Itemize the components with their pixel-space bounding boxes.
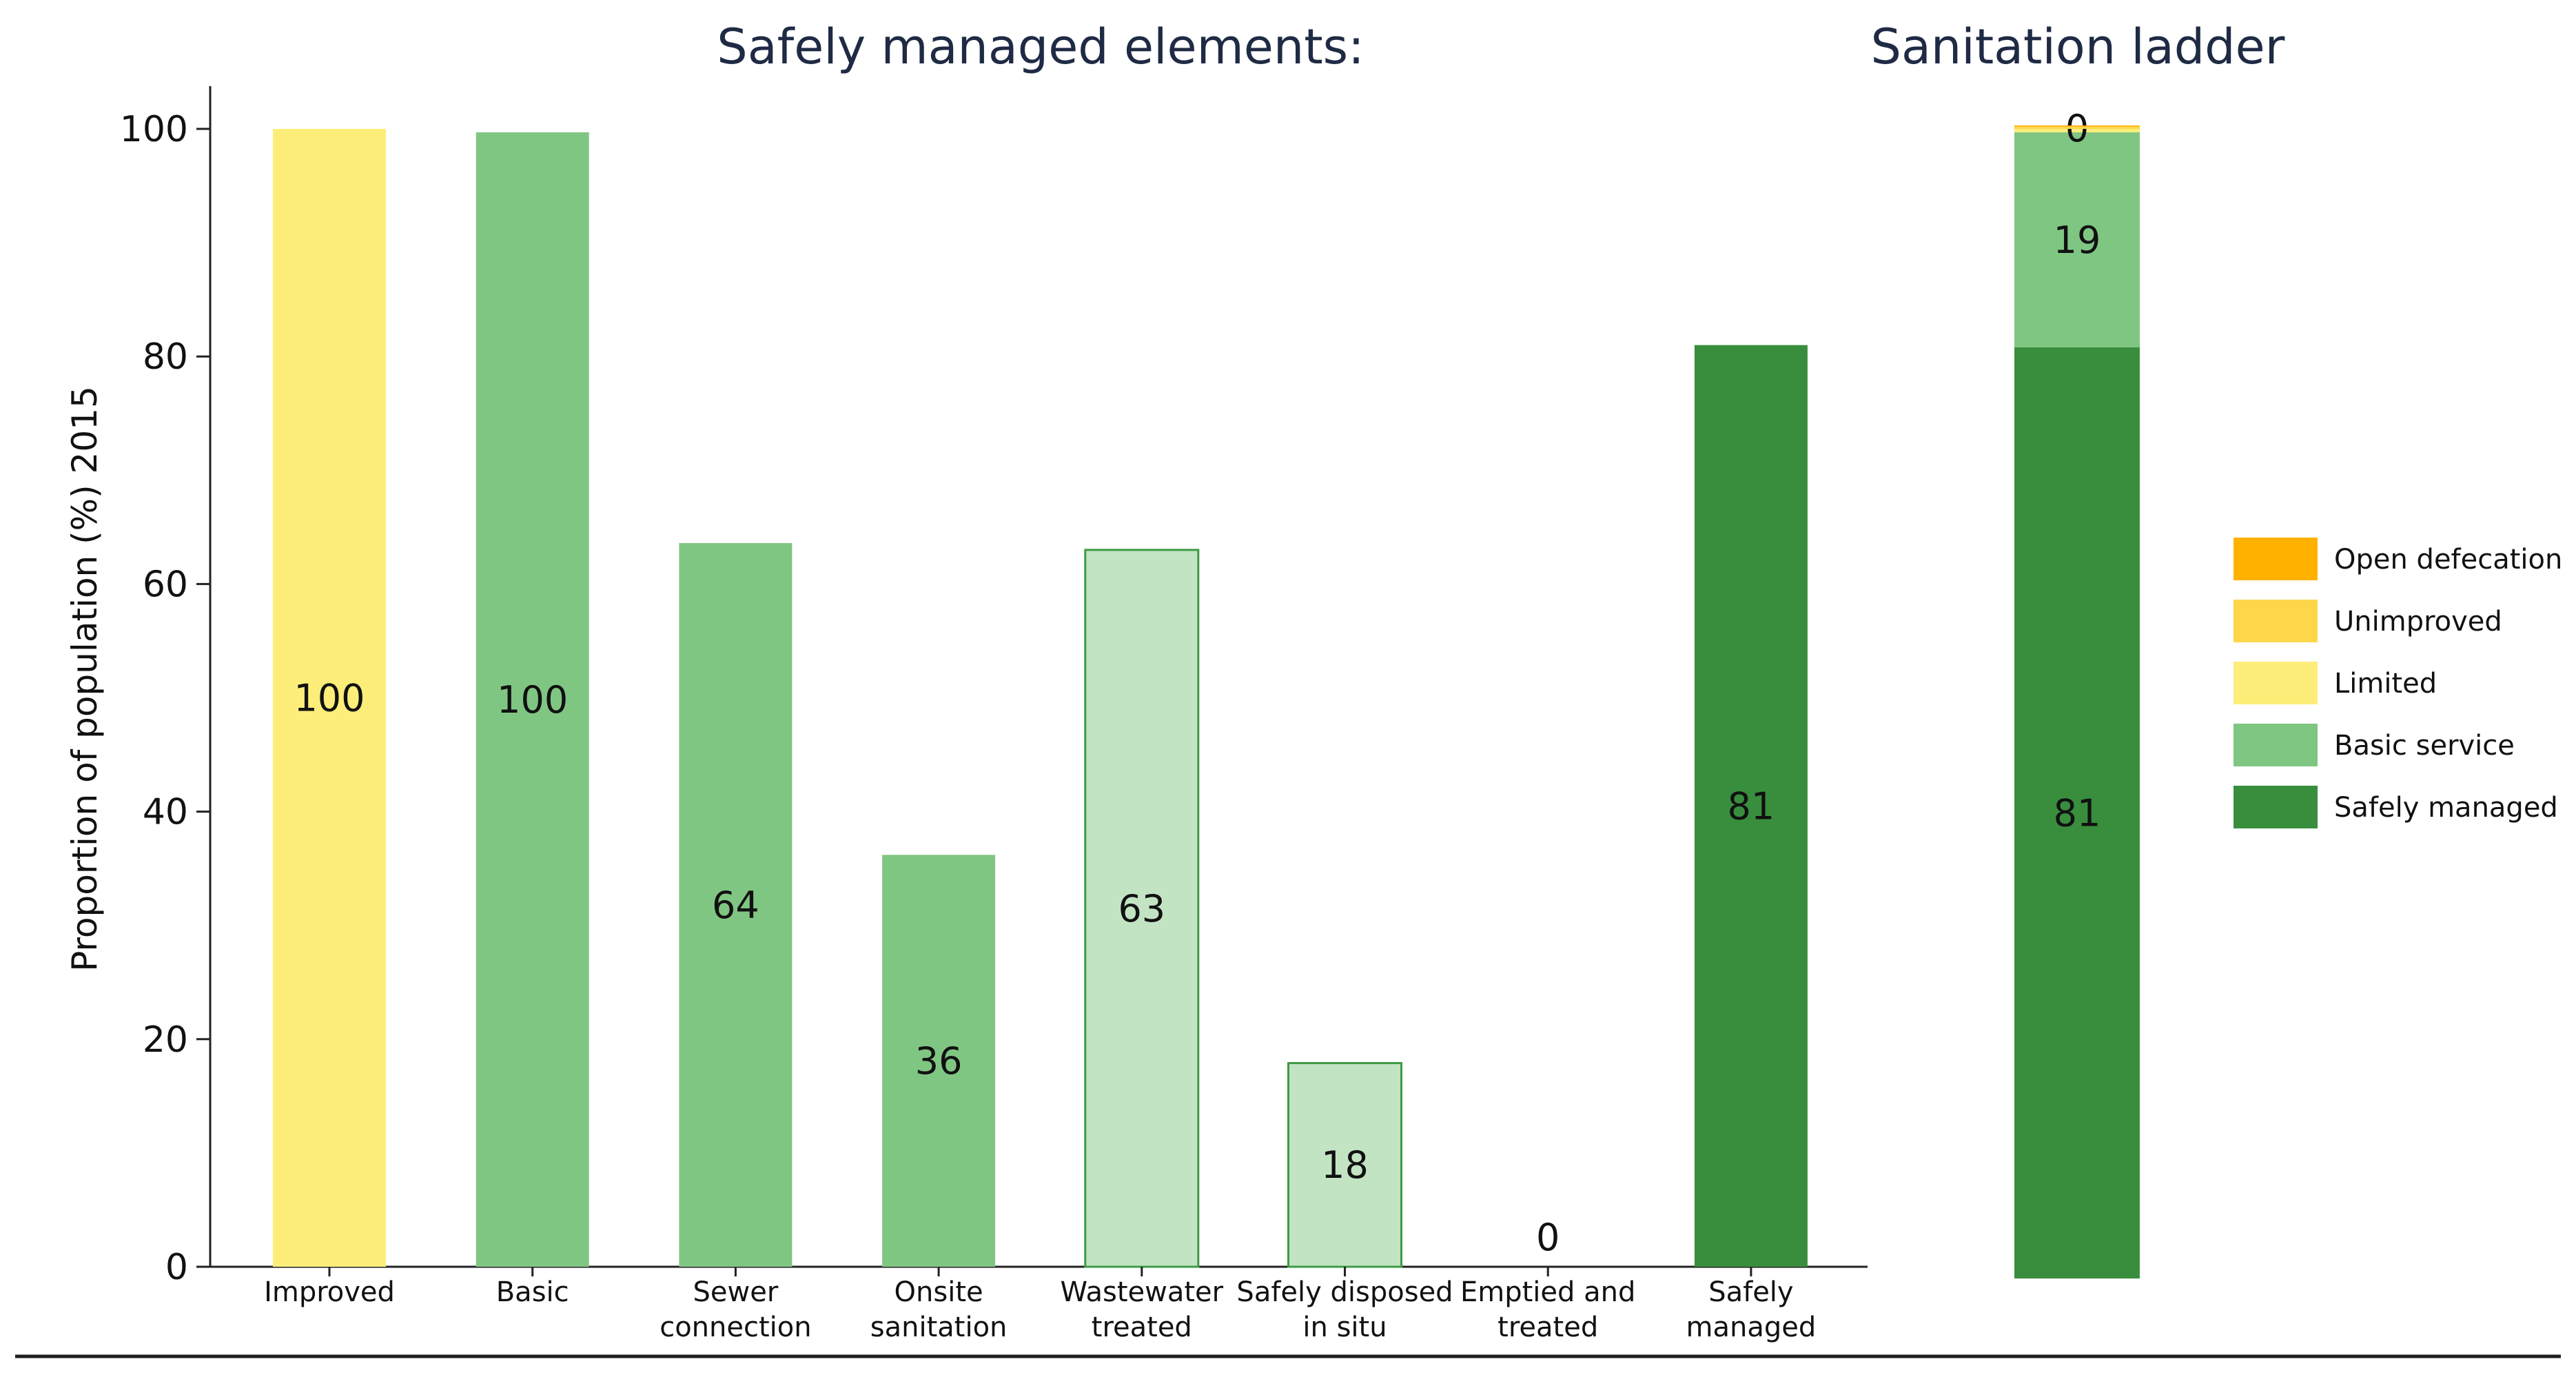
stack-label: 81 bbox=[2054, 791, 2101, 835]
data-label: 63 bbox=[1118, 887, 1165, 930]
legend-label: Safely managed bbox=[2334, 792, 2558, 824]
elements-bars: 100 Improved 100 Basic 64 Sewer connection 36 On… bbox=[264, 129, 1816, 1343]
bar-4 bbox=[1084, 549, 1200, 1268]
chart-title-safely-managed-elements: Safely managed elements: bbox=[717, 19, 1364, 75]
bar-1 bbox=[476, 132, 589, 1267]
x-tick-label: Improved bbox=[264, 1276, 395, 1308]
data-label: 81 bbox=[1728, 784, 1775, 828]
data-label: 100 bbox=[497, 678, 568, 722]
legend-swatch bbox=[2233, 538, 2318, 580]
legend-swatch bbox=[2233, 724, 2318, 766]
x-tick-label: Basic bbox=[496, 1276, 569, 1308]
bar-0 bbox=[273, 129, 386, 1267]
x-tick-label: Sewer bbox=[693, 1276, 779, 1308]
x-tick-label: Safely disposed bbox=[1236, 1276, 1453, 1308]
data-label: 36 bbox=[915, 1039, 963, 1083]
data-label: 100 bbox=[294, 677, 365, 720]
x-tick-label: Onsite bbox=[895, 1276, 983, 1308]
data-label: 0 bbox=[1536, 1216, 1560, 1259]
bar-2 bbox=[679, 542, 793, 1267]
legend: Open defecation Unimproved Limited Basic se… bbox=[2233, 538, 2562, 828]
x-tick-label: treated bbox=[1497, 1312, 1598, 1343]
chart-title-sanitation-ladder: Sanitation ladder bbox=[1871, 19, 2285, 75]
y-tick-label: 0 bbox=[165, 1247, 188, 1288]
legend-label: Unimproved bbox=[2334, 606, 2502, 638]
x-tick-label: sanitation bbox=[870, 1312, 1008, 1343]
legend-label: Limited bbox=[2334, 668, 2437, 700]
y-tick-label: 60 bbox=[143, 564, 188, 605]
legend-swatch bbox=[2233, 662, 2318, 704]
ladder-stacked-bar: 81190 bbox=[2014, 107, 2140, 1278]
bar-7 bbox=[1694, 345, 1808, 1267]
stack-segment-4 bbox=[2014, 125, 2140, 127]
x-tick-label: managed bbox=[1686, 1312, 1817, 1343]
y-tick-label: 100 bbox=[120, 109, 188, 150]
legend-swatch bbox=[2233, 600, 2318, 642]
x-tick-label: Emptied and bbox=[1460, 1276, 1635, 1308]
x-tick-label: treated bbox=[1092, 1312, 1192, 1343]
stack-segment-2 bbox=[2014, 129, 2140, 133]
legend-label: Open defecation bbox=[2334, 544, 2562, 575]
y-tick-label: 40 bbox=[143, 792, 188, 833]
bar-5 bbox=[1287, 1061, 1402, 1268]
y-tick-label: 80 bbox=[143, 336, 188, 378]
bar-3 bbox=[882, 855, 996, 1267]
y-tick-label: 20 bbox=[143, 1019, 188, 1061]
x-tick-label: connection bbox=[660, 1312, 811, 1343]
y-axis-label: Proportion of population (%) 2015 bbox=[65, 386, 105, 972]
legend-label: Basic service bbox=[2334, 730, 2515, 762]
x-tick-label: in situ bbox=[1302, 1312, 1387, 1343]
x-tick-label: Wastewater bbox=[1060, 1276, 1223, 1308]
stack-segment-1 bbox=[2014, 132, 2140, 347]
stack-segment-3 bbox=[2014, 126, 2140, 129]
legend-swatch bbox=[2233, 786, 2318, 828]
stack-segment-0 bbox=[2014, 347, 2140, 1278]
data-label: 64 bbox=[712, 884, 759, 927]
data-label: 18 bbox=[1321, 1143, 1369, 1187]
x-tick-label: Safely bbox=[1708, 1276, 1793, 1308]
stack-label: 19 bbox=[2054, 218, 2101, 262]
